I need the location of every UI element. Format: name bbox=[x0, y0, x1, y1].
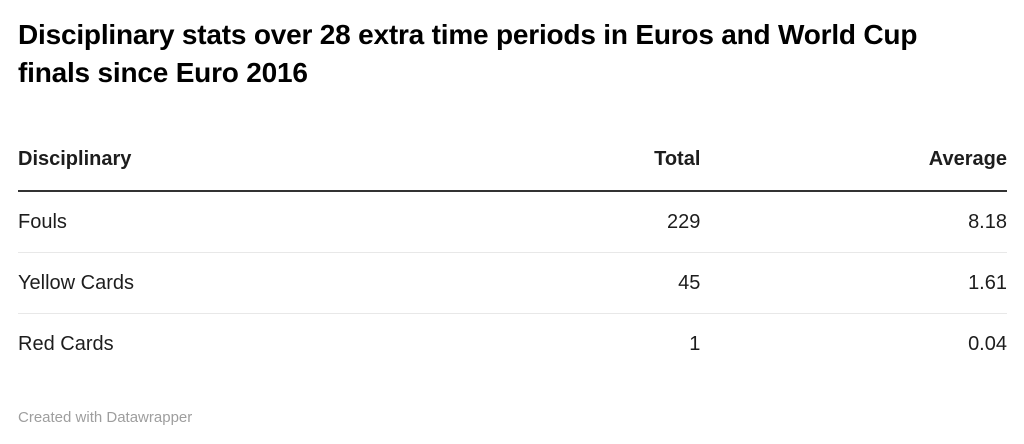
average-cell: 1.61 bbox=[700, 252, 1007, 314]
average-cell: 8.18 bbox=[700, 191, 1007, 253]
column-header-disciplinary: Disciplinary bbox=[18, 116, 493, 192]
total-cell: 1 bbox=[689, 333, 701, 355]
table-header-row: Disciplinary Total Average bbox=[18, 116, 1007, 192]
table-row: Yellow Cards 45 1.61 bbox=[18, 252, 1007, 314]
datawrapper-credit-link[interactable]: Created with Datawrapper bbox=[18, 409, 193, 426]
row-label-cell: Red Cards bbox=[18, 333, 114, 355]
table-row: Fouls 229 8.18 bbox=[18, 191, 1007, 253]
average-cell: 0.04 bbox=[968, 333, 1007, 355]
row-label-cell: Yellow Cards bbox=[18, 252, 493, 314]
page-title: Disciplinary stats over 28 extra time pe… bbox=[18, 19, 918, 88]
row-label-cell: Fouls bbox=[18, 191, 493, 253]
total-cell: 45 bbox=[492, 252, 701, 314]
stats-table: Disciplinary Total Average Fouls 229 8.1… bbox=[18, 116, 1007, 374]
total-cell: 229 bbox=[492, 191, 701, 253]
column-header-average: Average bbox=[700, 116, 1007, 192]
footer: Created with Datawrapper bbox=[18, 408, 1007, 428]
table-row: Red Cards 1 0.04 bbox=[18, 314, 1007, 375]
column-header-total: Total bbox=[492, 116, 701, 192]
